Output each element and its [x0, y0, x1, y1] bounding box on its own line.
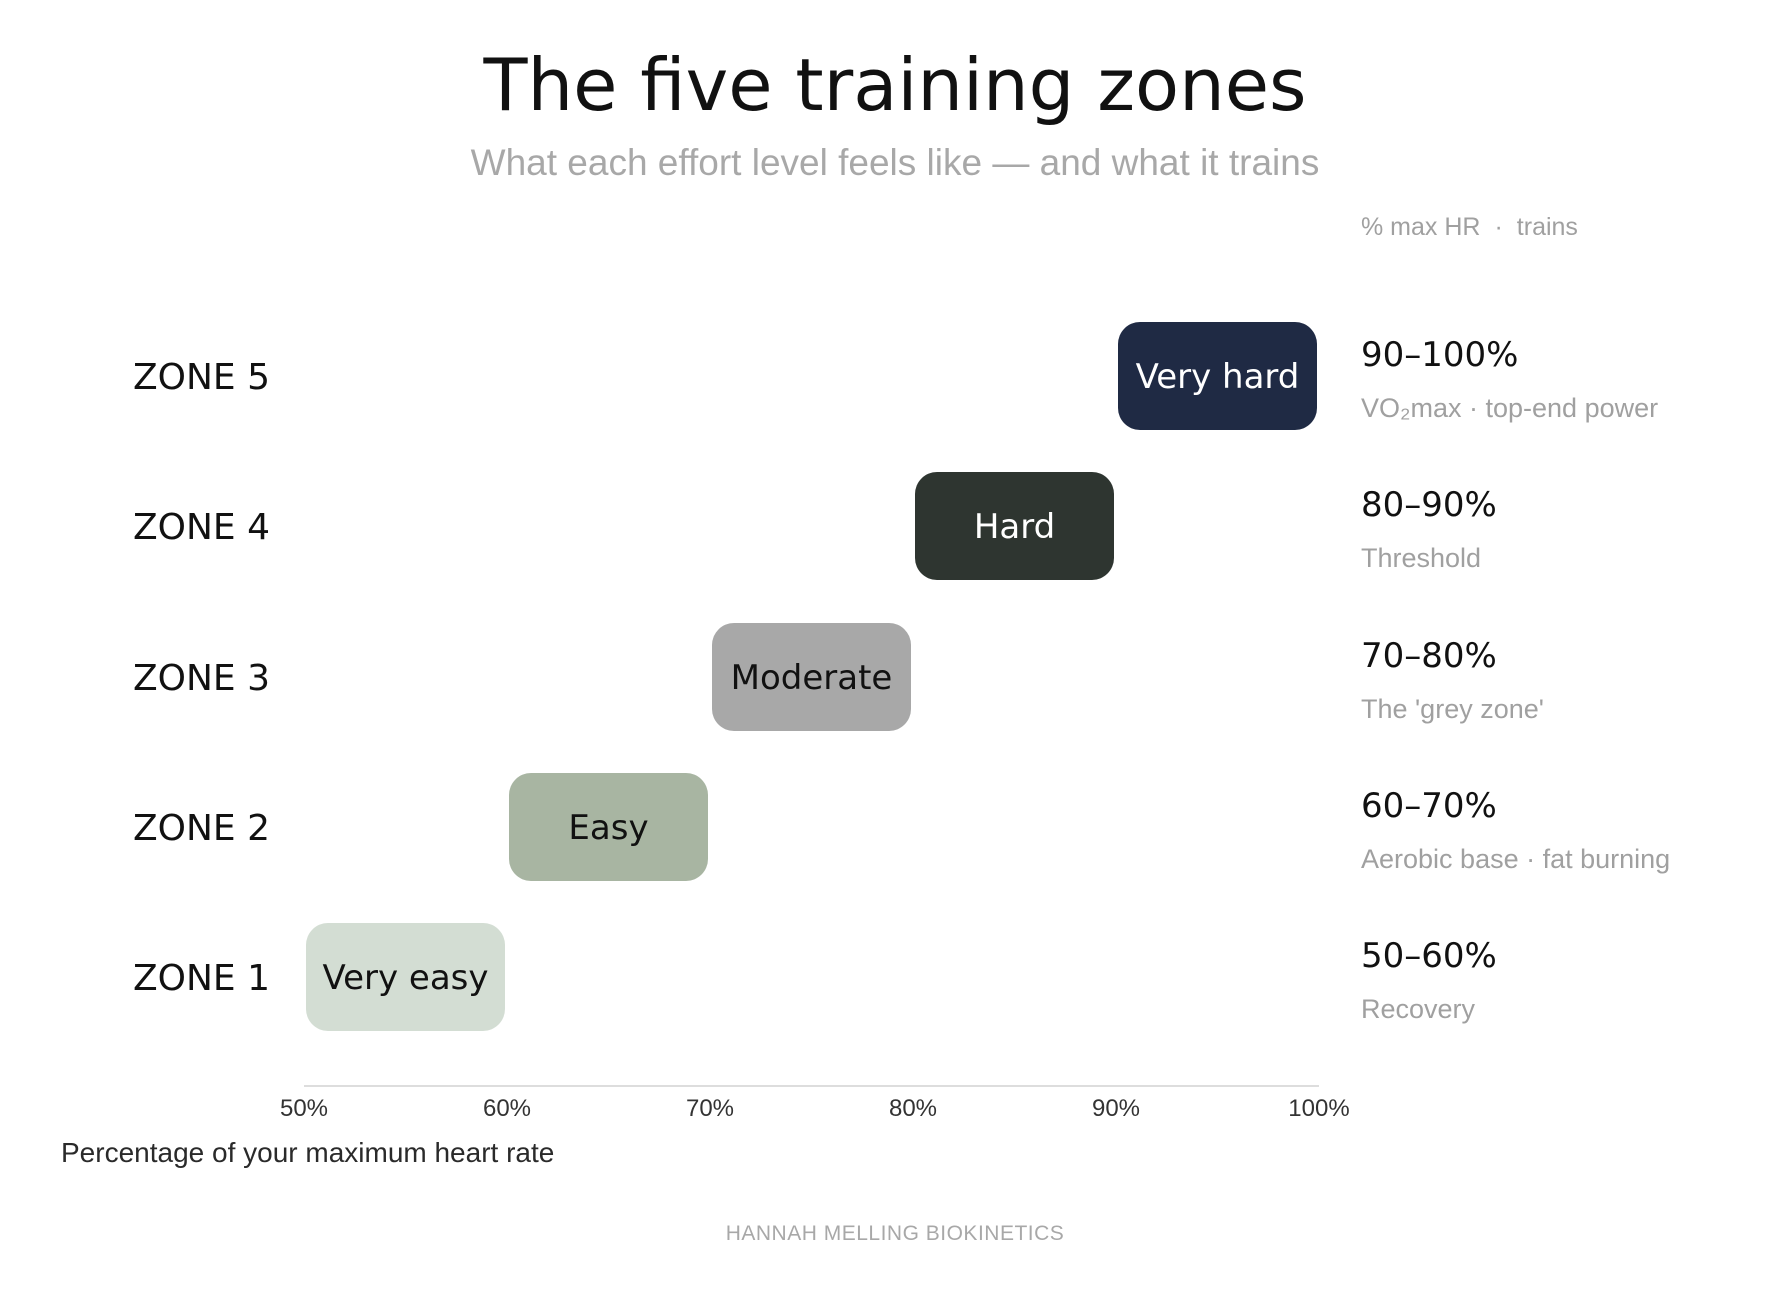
x-axis-ticks: 50% 60% 70% 80% 90% 100% — [280, 1095, 1350, 1122]
x-tick-label: 60% — [483, 1095, 531, 1122]
zone-row: ZONE 3 Moderate 70–80% The 'grey zone' — [133, 623, 1544, 731]
zone-label: ZONE 3 — [133, 658, 270, 699]
zone-label: ZONE 5 — [133, 357, 270, 398]
zone-bar — [915, 472, 1114, 580]
column-header-separator: · — [1494, 213, 1502, 241]
zone-bar-label: Very easy — [322, 958, 488, 998]
x-tick-label: 50% — [280, 1095, 328, 1122]
zone-bar-label: Moderate — [731, 658, 893, 698]
zone-label: ZONE 4 — [133, 507, 270, 548]
zone-label: ZONE 2 — [133, 808, 270, 849]
zone-range: 80–90% — [1361, 485, 1497, 525]
zone-trains: Aerobic base · fat burning — [1361, 844, 1670, 874]
column-header-right: trains — [1517, 213, 1578, 241]
zone-trains: Threshold — [1361, 543, 1481, 573]
zone-row: ZONE 5 Very hard 90–100% VO₂max · top-end p… — [133, 322, 1658, 430]
column-header-left: % max HR — [1361, 213, 1480, 241]
x-tick-label: 100% — [1288, 1095, 1349, 1122]
zone-range: 70–80% — [1361, 636, 1497, 676]
chart-title: The five training zones — [482, 43, 1306, 127]
zone-rows: ZONE 5 Very hard 90–100% VO₂max · top-end p… — [133, 322, 1670, 1031]
x-tick-label: 70% — [686, 1095, 734, 1122]
zone-bar-label: Very hard — [1136, 357, 1300, 397]
zone-bar — [306, 923, 505, 1031]
zone-bar-label: Hard — [974, 507, 1055, 547]
zone-row: ZONE 4 Hard 80–90% Threshold — [133, 472, 1497, 580]
zone-bar — [1118, 322, 1317, 430]
x-tick-label: 80% — [889, 1095, 937, 1122]
zone-range: 50–60% — [1361, 936, 1497, 976]
zone-trains: Recovery — [1361, 994, 1476, 1024]
column-header: % max HR · trains — [1361, 213, 1578, 241]
zone-bar — [509, 773, 708, 881]
zone-range: 60–70% — [1361, 786, 1497, 826]
zone-row: ZONE 1 Very easy 50–60% Recovery — [133, 923, 1497, 1031]
chart-subtitle: What each effort level feels like — and … — [471, 142, 1320, 183]
zone-trains: The 'grey zone' — [1361, 694, 1544, 724]
zone-bar — [712, 623, 911, 731]
zone-label: ZONE 1 — [133, 958, 270, 999]
x-axis-label: Percentage of your maximum heart rate — [61, 1137, 554, 1168]
credit-text: HANNAH MELLING BIOKINETICS — [726, 1222, 1065, 1245]
x-tick-label: 90% — [1092, 1095, 1140, 1122]
zone-range: 90–100% — [1361, 335, 1518, 375]
zone-bar-label: Easy — [568, 808, 648, 848]
zone-trains: VO₂max · top-end power — [1361, 393, 1658, 423]
zone-row: ZONE 2 Easy 60–70% Aerobic base · fat burni… — [133, 773, 1670, 881]
